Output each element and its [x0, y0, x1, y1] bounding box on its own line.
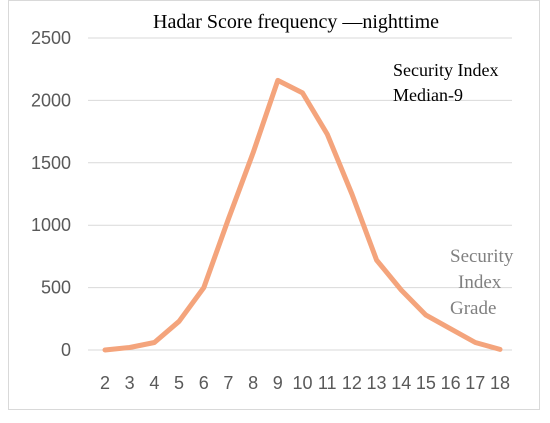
- x-tick-label: 2: [100, 373, 110, 393]
- gridlines: [88, 37, 512, 351]
- x-tick-label: 7: [223, 373, 233, 393]
- y-tick-label: 0: [61, 340, 71, 360]
- grade-annotation-line3: Grade: [450, 298, 496, 319]
- x-tick-label: 17: [465, 373, 485, 393]
- grade-annotation-line2: Index: [458, 272, 502, 293]
- median-annotation-line2: Median-9: [393, 85, 463, 105]
- x-tick-label: 10: [292, 373, 312, 393]
- y-tick-label: 1000: [31, 215, 71, 235]
- y-axis-tick-labels: 0 500 1000 1500 2000 2500: [31, 28, 71, 360]
- series-line: [102, 77, 503, 353]
- x-tick-label: 12: [342, 373, 362, 393]
- chart-frame: [8, 0, 540, 410]
- grade-annotation-line1: Security: [450, 246, 514, 267]
- chart-title: Hadar Score frequency —nighttime: [153, 11, 439, 33]
- x-tick-label: 9: [273, 373, 283, 393]
- x-tick-label: 13: [367, 373, 387, 393]
- x-tick-label: 5: [174, 373, 184, 393]
- x-tick-label: 6: [199, 373, 209, 393]
- x-tick-label: 14: [391, 373, 411, 393]
- y-tick-label: 500: [41, 278, 71, 298]
- x-axis-tick-labels: 2 3 4 5 6 7 8 9 10 11 12 13 14 15 16 17 18: [100, 373, 510, 393]
- y-tick-label: 1500: [31, 153, 71, 173]
- x-tick-label: 3: [125, 373, 135, 393]
- x-tick-label: 16: [441, 373, 461, 393]
- x-tick-label: 11: [318, 373, 337, 393]
- x-tick-label: 15: [416, 373, 436, 393]
- y-tick-label: 2500: [31, 28, 71, 48]
- x-tick-label: 18: [490, 373, 510, 393]
- x-tick-label: 8: [248, 373, 258, 393]
- y-tick-label: 2000: [31, 90, 71, 110]
- x-tick-label: 4: [149, 373, 159, 393]
- median-annotation-line1: Security Index: [393, 60, 498, 80]
